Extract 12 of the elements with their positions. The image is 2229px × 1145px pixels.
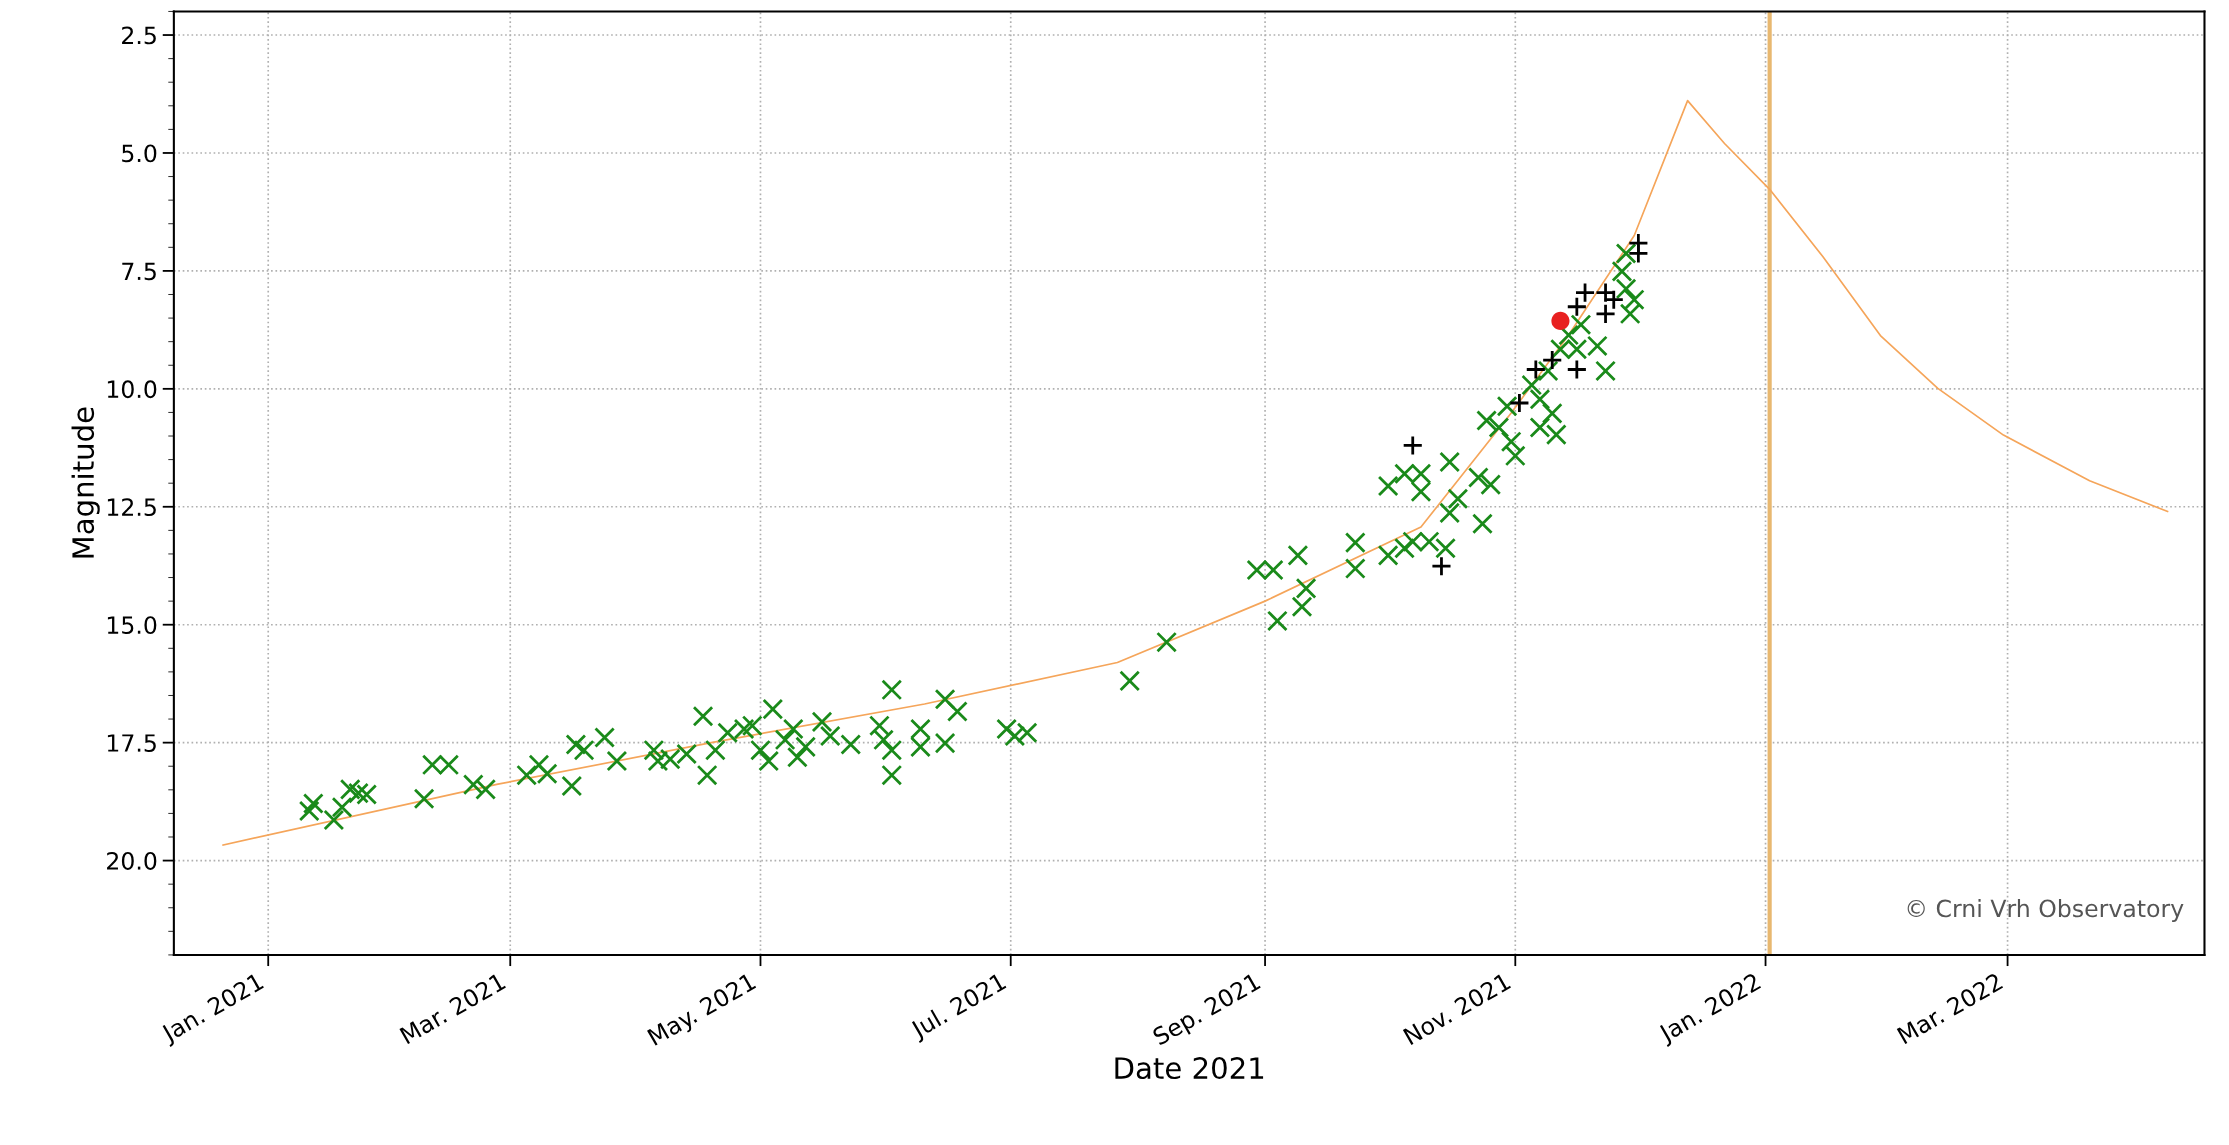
annotation: © Crni Vrh Observatory [1907, 899, 2184, 922]
x-axis-title: Date 2021 [1115, 1057, 1264, 1080]
y-tick-label: 12.5 [107, 498, 156, 517]
line-series [222, 99, 2169, 846]
y-tick-label: 7.5 [122, 262, 156, 281]
y-tick-label: 10.0 [107, 380, 157, 399]
y-tick-label: 5.0 [122, 144, 157, 163]
y-axis-title: Magnitude [71, 407, 100, 558]
y-tick-label: 2.5 [122, 26, 156, 45]
y-tick-label: 17.5 [107, 734, 156, 752]
y-tick-label: 15.0 [107, 616, 157, 635]
y-tick-label: 20.0 [107, 852, 157, 870]
